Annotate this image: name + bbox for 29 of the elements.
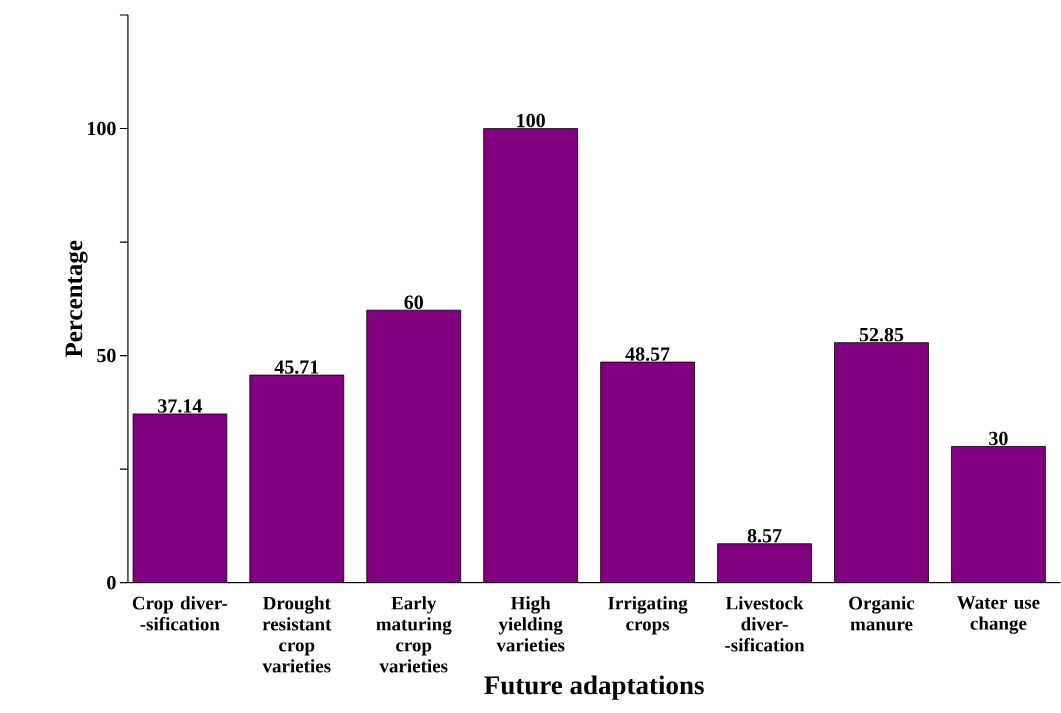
x-tick-label: High yielding varieties xyxy=(496,596,565,652)
data-label: 60 xyxy=(404,295,423,310)
bar xyxy=(600,362,695,583)
y-tick-label: 0 xyxy=(107,576,116,590)
data-label: 45.71 xyxy=(274,360,319,375)
bar xyxy=(717,543,812,583)
bar xyxy=(951,446,1046,583)
bar xyxy=(483,128,578,583)
data-label: 52.85 xyxy=(859,328,904,342)
x-tick-label: Organic manure xyxy=(849,596,915,631)
x-tick-label: Livestock diver- -sification xyxy=(725,596,805,652)
data-label: 37.14 xyxy=(158,399,202,413)
bar xyxy=(834,342,929,583)
data-label: 30 xyxy=(989,431,1008,446)
y-tick-label: 100 xyxy=(88,121,116,136)
x-tick-label: Crop diver- -sification xyxy=(132,596,228,631)
bar xyxy=(249,375,344,583)
x-tick-label: Drought resistant crop varieties xyxy=(262,596,332,673)
bar xyxy=(132,414,227,583)
data-label: 8.57 xyxy=(747,529,782,543)
x-tick-label: Early maturing crop varieties xyxy=(376,596,452,673)
x-tick-label: Irrigating crops xyxy=(608,596,688,635)
data-label: 48.57 xyxy=(625,347,670,362)
y-tick-label: 50 xyxy=(97,349,116,363)
bar xyxy=(366,310,461,583)
data-label: 100 xyxy=(517,114,545,128)
y-axis-title: Percentage xyxy=(65,240,88,358)
x-tick-label: Water use change xyxy=(957,596,1040,634)
x-axis-title: Future adaptations xyxy=(484,675,704,701)
